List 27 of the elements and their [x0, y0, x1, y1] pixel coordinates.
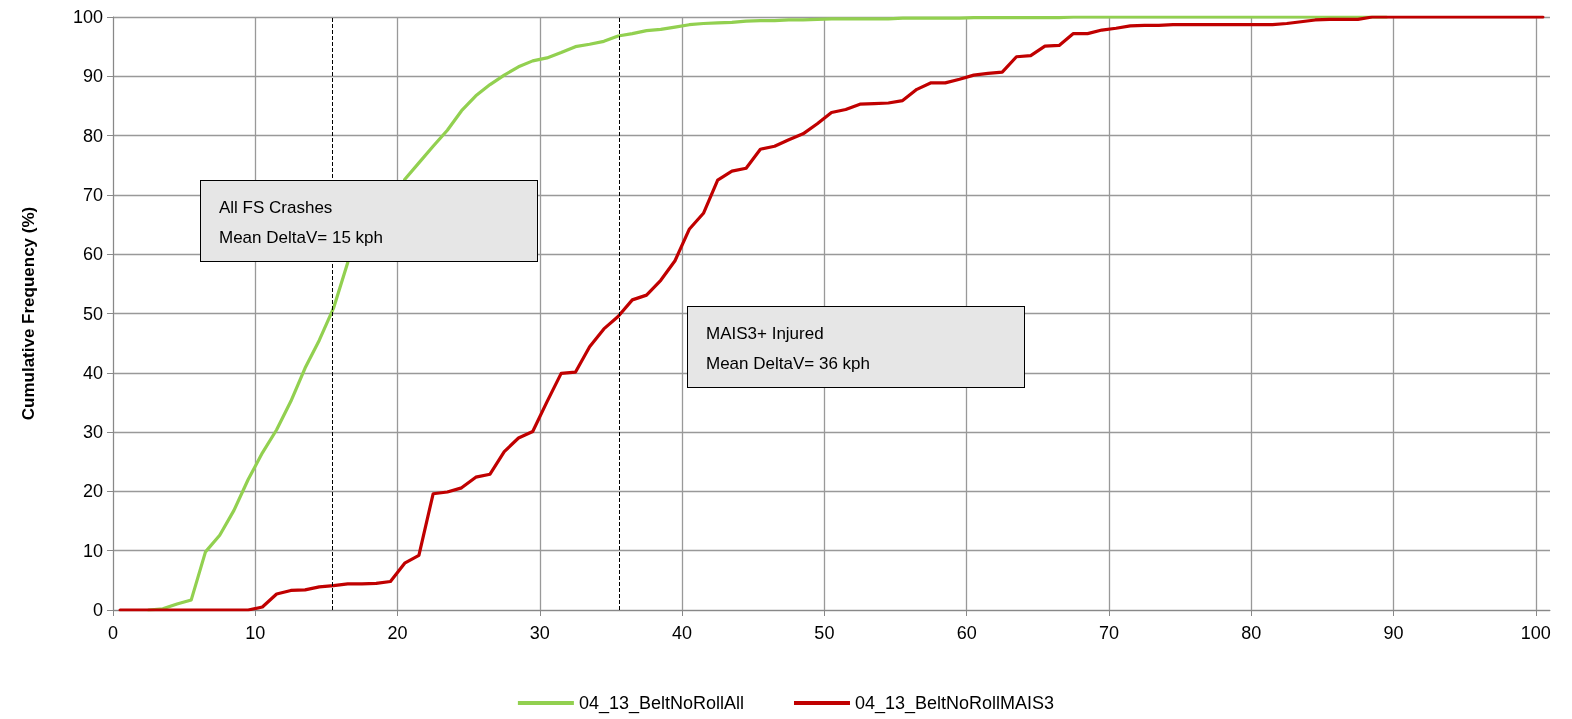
- y-axis-title: Cumulative Frequency (%): [19, 206, 38, 421]
- x-tick-label: 50: [814, 623, 835, 643]
- x-tick-label: 90: [1383, 623, 1404, 643]
- y-tick-label: 90: [82, 66, 103, 87]
- x-tick-label: 60: [956, 623, 977, 643]
- y-tick-label: 20: [82, 481, 103, 502]
- x-tick-label: 80: [1241, 623, 1262, 643]
- x-tick-label: 30: [529, 623, 550, 643]
- x-tick-label: 0: [107, 623, 119, 643]
- y-tick-label: 80: [82, 125, 103, 146]
- x-tick-label: 20: [387, 623, 408, 643]
- note-box: MAIS3+ Injured Mean DeltaV= 36 kph: [687, 306, 1025, 388]
- y-tick-label: 30: [82, 422, 103, 443]
- legend-label: 04_13_BeltNoRollMAIS3: [854, 693, 1055, 714]
- x-tick-label: 70: [1098, 623, 1119, 643]
- y-tick-label: 50: [82, 303, 103, 324]
- note-box: All FS Crashes Mean DeltaV= 15 kph: [200, 180, 538, 262]
- x-tick-label: 40: [672, 623, 693, 643]
- legend-label: 04_13_BeltNoRollAll: [578, 693, 744, 714]
- y-tick-label: 0: [92, 600, 103, 620]
- x-tick-label: 10: [245, 623, 266, 643]
- y-tick-label: 10: [82, 540, 103, 561]
- x-tick-label: 100: [1520, 623, 1551, 643]
- y-tick-label: 60: [82, 244, 103, 265]
- y-tick-label: 40: [82, 362, 103, 383]
- y-tick-label: 70: [82, 184, 103, 205]
- y-tick-label: 100: [72, 7, 103, 27]
